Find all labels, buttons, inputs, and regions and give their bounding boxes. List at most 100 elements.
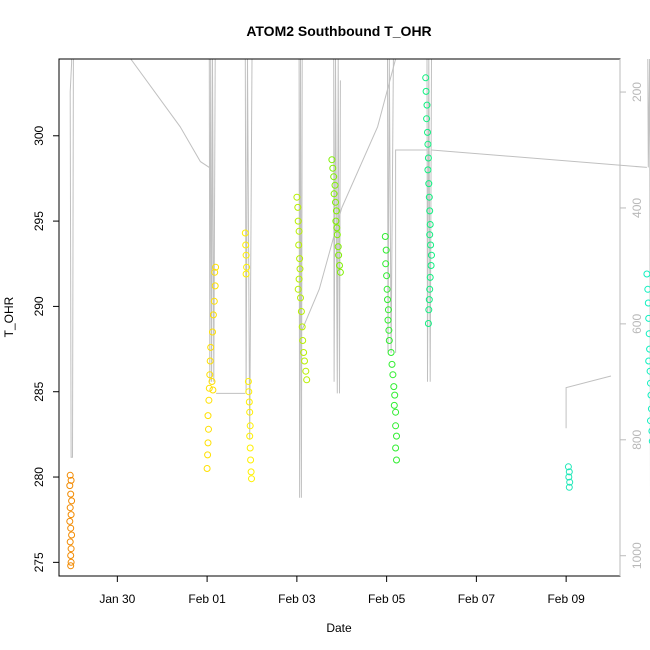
y-axis-right: 200 400 600 800 1000 [619, 59, 644, 576]
data-point [424, 166, 432, 174]
data-point [422, 74, 430, 82]
data-point [297, 294, 304, 302]
data-point [332, 217, 340, 225]
data-point [68, 531, 76, 539]
data-point [390, 401, 398, 409]
data-point [333, 231, 341, 239]
data-point [295, 241, 303, 249]
data-point [205, 425, 212, 433]
data-point [423, 115, 431, 123]
data-point [300, 349, 308, 356]
data-point [424, 140, 432, 148]
data-point [385, 326, 393, 334]
data-point [245, 398, 253, 406]
data-point [66, 471, 74, 479]
y-tick-label: 290 [32, 296, 46, 316]
data-point [294, 217, 302, 225]
data-point [423, 101, 431, 109]
data-point [296, 255, 304, 263]
y2-tick-label: 800 [630, 429, 644, 449]
y-tick-label: 280 [32, 467, 46, 487]
data-point [424, 154, 432, 162]
data-point [208, 378, 216, 385]
data-point [387, 349, 395, 356]
data-point [384, 296, 391, 304]
y-tick-label: 285 [32, 381, 46, 401]
data-point [293, 193, 301, 201]
data-point [384, 316, 392, 324]
data-point [209, 328, 216, 336]
data-point [644, 285, 650, 293]
data-point [565, 468, 573, 476]
data-point [645, 357, 650, 365]
data-point [646, 367, 650, 375]
x-tick-label: Feb 07 [458, 592, 496, 606]
data-point [248, 475, 255, 483]
data-point [334, 243, 342, 251]
data-point [424, 320, 432, 327]
data-point [329, 164, 337, 172]
y-tick-label: 295 [32, 211, 46, 231]
data-point [392, 422, 400, 430]
data-point [67, 511, 75, 519]
data-point [643, 270, 650, 278]
data-point [295, 275, 303, 283]
data-point [335, 251, 343, 259]
y-axis-left: 275 280 285 290 295 300 [32, 125, 59, 572]
data-point [647, 417, 650, 425]
data-point [330, 173, 338, 181]
data-point [302, 367, 310, 375]
data-point [566, 478, 574, 486]
data-point [66, 517, 74, 525]
data-point [565, 483, 573, 491]
data-point [207, 343, 215, 351]
data-point [66, 482, 74, 490]
pressure-line [208, 58, 216, 382]
data-point [212, 263, 220, 271]
data-point [204, 439, 212, 447]
data-point [382, 260, 390, 268]
data-point [67, 490, 75, 498]
data-point [245, 388, 253, 396]
x-tick-label: Feb 03 [278, 592, 316, 606]
data-point [298, 323, 306, 331]
data-point [66, 538, 74, 546]
data-point [645, 330, 650, 338]
data-point [392, 408, 400, 416]
x-tick-label: Feb 05 [368, 592, 406, 606]
pressure-line [333, 58, 341, 394]
x-tick-label: Feb 01 [188, 592, 226, 606]
data-point [67, 562, 75, 570]
data-point [428, 251, 435, 259]
data-point [295, 227, 303, 235]
data-point [242, 270, 250, 278]
data-point [205, 384, 213, 392]
data-point [382, 246, 390, 254]
data-point [425, 180, 433, 188]
data-point [242, 251, 250, 259]
data-point [67, 552, 75, 559]
data-point [209, 311, 217, 319]
data-point [427, 262, 435, 269]
pressure-line [301, 207, 343, 330]
data-point [644, 299, 650, 307]
data-point [336, 268, 344, 276]
data-point [328, 156, 336, 164]
data-point [647, 391, 650, 399]
data-point [391, 391, 399, 399]
data-point [206, 357, 214, 365]
data-point [67, 545, 75, 553]
data-point [645, 314, 650, 322]
data-point [381, 233, 389, 240]
data-point [243, 263, 251, 271]
data-point [206, 371, 214, 379]
data-point [297, 308, 305, 315]
y2-tick-label: 600 [630, 314, 644, 334]
data-point [331, 181, 339, 189]
data-point [426, 221, 434, 228]
data-point [211, 268, 219, 276]
data-point [301, 357, 308, 365]
data-point [648, 438, 650, 444]
pressure-line [395, 149, 427, 353]
